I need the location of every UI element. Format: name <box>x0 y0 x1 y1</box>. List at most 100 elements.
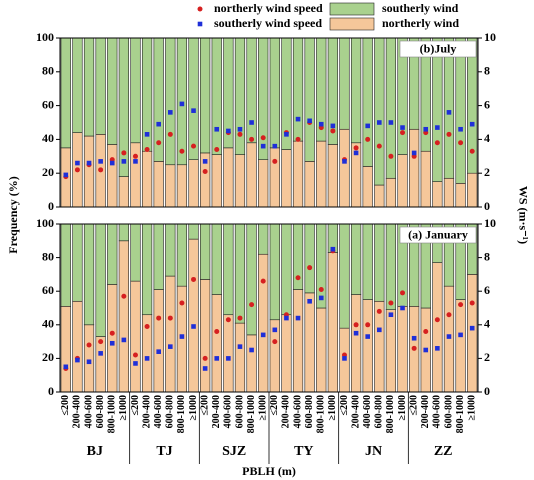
speed-dot <box>191 276 197 282</box>
x-tick-label: 800-1000 <box>107 395 118 433</box>
speed-dot <box>237 131 243 137</box>
y-tick-label: 80 <box>42 249 54 263</box>
speed-dot <box>365 322 371 328</box>
bar <box>130 280 141 393</box>
x-tick-label: 200-400 <box>72 395 83 428</box>
x-tick-label: 600-800 <box>374 395 385 428</box>
speed-square <box>260 143 266 149</box>
speed-square <box>121 337 127 343</box>
y-tick-label: 40 <box>42 131 54 145</box>
speed-dot <box>446 131 452 137</box>
speed-square <box>400 305 405 311</box>
speed-square <box>435 346 440 351</box>
speed-square <box>156 349 161 354</box>
speed-dot <box>98 339 104 345</box>
bar <box>374 223 385 302</box>
bar <box>118 223 129 242</box>
speed-dot <box>295 136 301 142</box>
bar <box>339 128 350 208</box>
bar <box>165 275 176 393</box>
speed-square <box>295 116 301 122</box>
bar <box>200 279 211 393</box>
y-tick-label: 80 <box>42 64 54 78</box>
y2-tick-label: 0 <box>484 199 490 213</box>
speed-dot <box>179 300 185 306</box>
group-label: JN <box>365 444 382 459</box>
y2-axis-title: WS (m·s⁻¹) <box>516 186 530 244</box>
speed-square <box>179 334 185 339</box>
speed-dot <box>272 339 278 345</box>
bar <box>234 154 246 208</box>
bar <box>200 37 211 154</box>
speed-square <box>63 364 69 370</box>
x-tick-label: 200-400 <box>420 395 431 428</box>
bar <box>188 223 199 240</box>
bar <box>385 309 397 393</box>
bar <box>362 223 373 300</box>
panel-title-box <box>399 40 477 58</box>
bar <box>467 172 478 208</box>
bar <box>60 223 71 307</box>
x-tick-label: ≤200 <box>339 395 350 416</box>
bar <box>339 223 350 329</box>
legend-patch <box>329 2 375 16</box>
legend-label: southerly wind speed <box>214 16 322 30</box>
bar <box>107 144 118 208</box>
speed-square <box>144 132 150 137</box>
speed-dot <box>458 140 464 146</box>
bar <box>130 223 141 282</box>
speed-square <box>86 359 92 365</box>
bar <box>281 314 292 393</box>
speed-dot <box>400 130 406 136</box>
speed-dot <box>365 136 371 142</box>
bar <box>467 274 478 393</box>
x-tick-label: 200-400 <box>281 395 292 428</box>
speed-dot <box>109 330 115 336</box>
bar <box>258 223 269 255</box>
speed-square <box>202 366 208 371</box>
bar <box>211 37 222 155</box>
speed-square <box>156 121 161 127</box>
bar <box>304 161 315 208</box>
bar <box>234 223 246 324</box>
y-tick-label: 60 <box>42 97 54 111</box>
panel-title: (b)July <box>420 41 457 55</box>
speed-square <box>469 121 475 127</box>
x-tick-label: ≥1000 <box>118 395 129 421</box>
speed-square <box>249 120 254 125</box>
bar <box>176 164 188 208</box>
bar <box>141 150 153 208</box>
bar <box>292 140 304 208</box>
x-tick-label: ≥1000 <box>397 395 408 421</box>
bar <box>269 147 280 208</box>
speed-square <box>272 327 278 333</box>
speed-square <box>98 351 103 356</box>
bar <box>397 154 408 208</box>
bar <box>420 150 431 208</box>
bar <box>327 144 338 208</box>
x-tick-label: 600-800 <box>443 395 454 428</box>
x-tick-label: ≤200 <box>199 395 210 416</box>
speed-dot <box>202 169 208 175</box>
bar <box>153 223 164 290</box>
x-tick-label: ≤200 <box>269 395 280 416</box>
bar <box>141 223 153 316</box>
bar <box>60 37 71 149</box>
speed-square <box>388 312 394 318</box>
x-tick-label: 400-600 <box>432 395 443 428</box>
bar <box>432 37 443 182</box>
speed-square <box>388 120 394 125</box>
speed-square <box>307 118 312 124</box>
bar <box>432 181 443 208</box>
bar <box>211 294 222 393</box>
bar <box>350 294 362 393</box>
speed-dot <box>318 287 324 293</box>
speed-dot <box>202 355 208 361</box>
speed-dot <box>434 317 440 323</box>
x-tick-label: ≥1000 <box>466 395 477 421</box>
speed-dot <box>388 153 394 159</box>
bar <box>269 223 280 321</box>
speed-square <box>75 357 80 363</box>
y-tick-label: 20 <box>42 165 54 179</box>
x-tick-label: 200-400 <box>141 395 152 428</box>
